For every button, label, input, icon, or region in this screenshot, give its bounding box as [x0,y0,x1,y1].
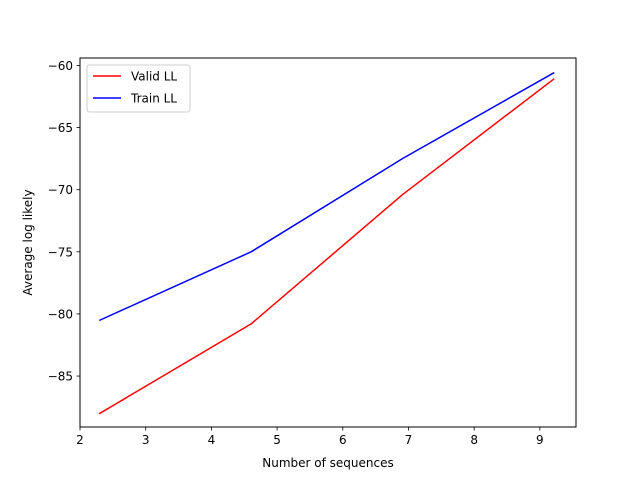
x-tick-label: 6 [339,433,347,447]
y-axis: −85 −80 −75 −70 −65 −60 [48,59,80,384]
x-tick-label: 9 [536,433,544,447]
y-axis-label: Average log likely [21,189,35,295]
legend-label: Valid LL [131,70,177,84]
y-tick-label: −70 [48,183,73,197]
series-layer [98,71,555,415]
x-axis-label: Number of sequences [262,456,393,470]
y-tick-label: −80 [48,307,73,321]
x-tick-label: 7 [405,433,413,447]
series-line-valid-ll [98,78,555,415]
x-tick-label: 5 [273,433,281,447]
x-tick-label: 4 [208,433,216,447]
x-axis: 2 3 4 5 6 7 8 9 [76,427,544,447]
x-tick-label: 2 [76,433,84,447]
y-tick-label: −60 [48,59,73,73]
plot-frame [79,57,577,428]
y-tick-label: −75 [48,245,73,259]
legend-label: Train LL [130,92,177,106]
series-line-train-ll [98,71,555,322]
x-tick-label: 8 [470,433,478,447]
legend: Valid LL Train LL [86,64,191,113]
x-tick-label: 3 [142,433,150,447]
y-tick-label: −65 [48,121,73,135]
y-tick-label: −85 [48,370,73,384]
